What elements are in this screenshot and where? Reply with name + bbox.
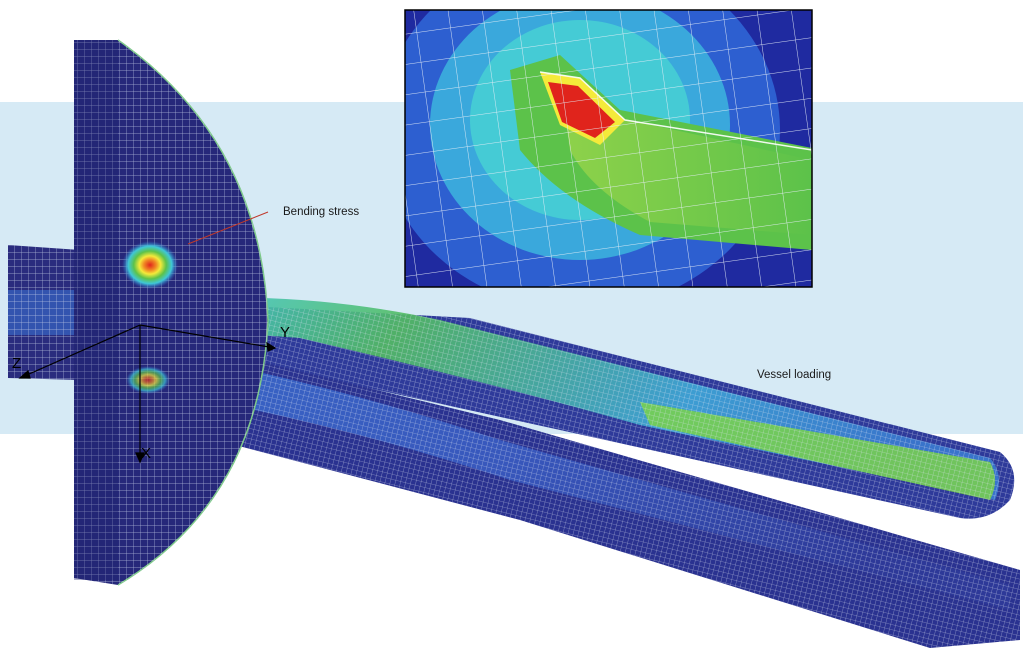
bending-stress-label: Bending stress — [283, 206, 360, 218]
lower-arm — [130, 330, 1020, 648]
stress-hotspot-lower — [126, 366, 170, 394]
vessel-loading-label: Vessel loading — [757, 369, 832, 381]
flange-disc — [74, 39, 269, 586]
stress-detail-inset — [404, 9, 813, 288]
pipe-stub — [8, 245, 80, 380]
stress-hotspot — [122, 241, 178, 289]
x-axis-label: X — [141, 445, 152, 462]
bending-stress-leader — [187, 211, 269, 245]
z-axis-label: Z — [12, 355, 22, 372]
upper-arm — [140, 297, 1015, 519]
y-axis-label: Y — [280, 324, 291, 341]
coordinate-axes — [18, 324, 277, 464]
